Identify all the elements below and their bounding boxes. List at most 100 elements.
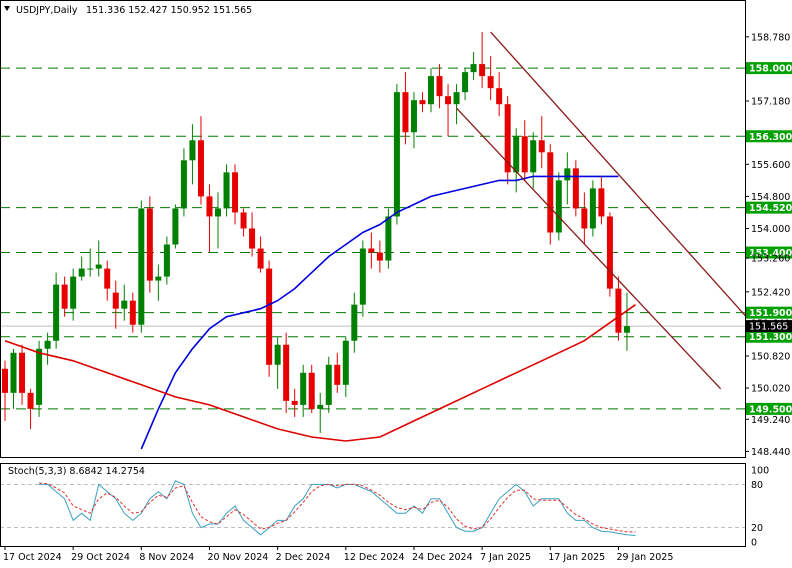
level-price-box	[746, 62, 792, 75]
level-price-label: 149.500	[749, 404, 792, 415]
stochastic-tick-label: 100	[751, 466, 769, 477]
candle-body	[572, 168, 579, 209]
candle-body	[121, 300, 128, 309]
candle-body	[10, 352, 17, 393]
stochastic-signal-line	[39, 482, 636, 533]
candle-body	[112, 292, 119, 309]
x-tick-label: 20 Nov 2024	[207, 552, 268, 563]
candle-body	[249, 228, 256, 249]
candle-body	[27, 392, 34, 409]
y-tick-label: 148.440	[751, 447, 790, 458]
ohlc-values: 151.336 152.427 150.952 151.565	[86, 5, 252, 16]
candle-body	[53, 284, 60, 341]
candle-body	[232, 172, 239, 213]
candle-body	[104, 268, 111, 289]
level-price-box	[746, 246, 792, 259]
level-price-label: 158.000	[749, 64, 792, 75]
y-tick-label: 153.260	[751, 254, 790, 265]
stochastic-tick-label: 0	[751, 538, 757, 549]
y-tick-label: 154.000	[751, 224, 790, 235]
x-tick-label: 17 Jan 2025	[548, 552, 605, 563]
candle-body	[70, 276, 77, 309]
candle-body	[138, 208, 145, 325]
price-panel	[0, 31, 747, 450]
ma-slow-line	[4, 304, 636, 442]
candle-body	[419, 100, 426, 105]
candle-body	[606, 216, 613, 289]
candle-body	[589, 188, 596, 229]
y-tick-label: 155.600	[751, 160, 790, 171]
candle-body	[155, 276, 162, 281]
level-price-box	[746, 201, 792, 214]
candle-body	[402, 92, 409, 133]
x-tick-label: 29 Oct 2024	[71, 552, 130, 563]
x-tick-label: 2 Dec 2024	[276, 552, 331, 563]
level-price-label: 156.300	[749, 132, 792, 143]
candle-body	[266, 268, 273, 365]
candle-body	[2, 368, 8, 393]
candle-body	[496, 88, 503, 105]
x-tick-label: 12 Dec 2024	[344, 552, 405, 563]
x-tick-label: 17 Oct 2024	[3, 552, 62, 563]
candle-body	[351, 304, 358, 341]
candle-body	[479, 64, 486, 77]
candle-body	[334, 364, 341, 385]
candle-body	[206, 196, 213, 217]
candle-body	[342, 340, 349, 385]
candle-body	[530, 140, 537, 173]
candle-body	[36, 348, 43, 405]
candle-body	[95, 264, 102, 269]
current-price-label: 151.565	[749, 322, 788, 333]
candle-body	[445, 96, 452, 105]
current-price-box	[746, 320, 792, 333]
level-price-box	[746, 330, 792, 343]
level-price-box	[746, 402, 792, 415]
candle-body	[410, 100, 417, 133]
level-price-label: 151.300	[749, 332, 792, 343]
candle-body	[87, 268, 94, 270]
candle-body	[317, 404, 324, 409]
x-tick-label: 24 Dec 2024	[412, 552, 473, 563]
candle-body	[61, 284, 68, 309]
stochastic-panel-frame	[0, 463, 746, 547]
candle-body	[129, 300, 136, 325]
x-tick-label: 8 Nov 2024	[139, 552, 194, 563]
channel-lower-line[interactable]	[456, 107, 722, 390]
candle-body	[555, 180, 562, 233]
candle-body	[257, 248, 264, 269]
candle-body	[428, 76, 434, 105]
candle-body	[547, 152, 554, 233]
candle-body	[44, 340, 51, 349]
stochastic-panel	[0, 480, 745, 536]
stochastic-tick-label: 80	[751, 480, 763, 491]
candle-body	[462, 72, 469, 93]
level-price-box	[746, 130, 792, 143]
candle-body	[581, 208, 588, 229]
y-tick-label: 157.180	[751, 96, 790, 107]
candle-body	[487, 76, 494, 89]
candle-body	[325, 364, 332, 405]
channel-upper-line[interactable]	[490, 31, 747, 318]
candle-body	[513, 136, 520, 173]
y-tick-label: 158.780	[751, 32, 790, 43]
candle-body	[240, 212, 247, 229]
candle-body	[19, 352, 26, 393]
dropdown-arrow-icon[interactable]	[4, 6, 10, 11]
level-price-box	[746, 306, 792, 319]
candle-body	[189, 140, 196, 161]
level-price-label: 153.400	[749, 248, 792, 259]
candle-body	[78, 268, 85, 277]
y-tick-label: 150.020	[751, 384, 790, 395]
candle-body	[564, 168, 571, 181]
candle-body	[172, 208, 179, 245]
candle-body	[300, 372, 307, 405]
candle-body	[521, 136, 528, 173]
candle-body	[504, 104, 511, 173]
candle-body	[163, 244, 170, 277]
y-tick-label: 150.820	[751, 351, 790, 362]
candle-body	[368, 248, 375, 253]
candle-body	[197, 140, 204, 197]
